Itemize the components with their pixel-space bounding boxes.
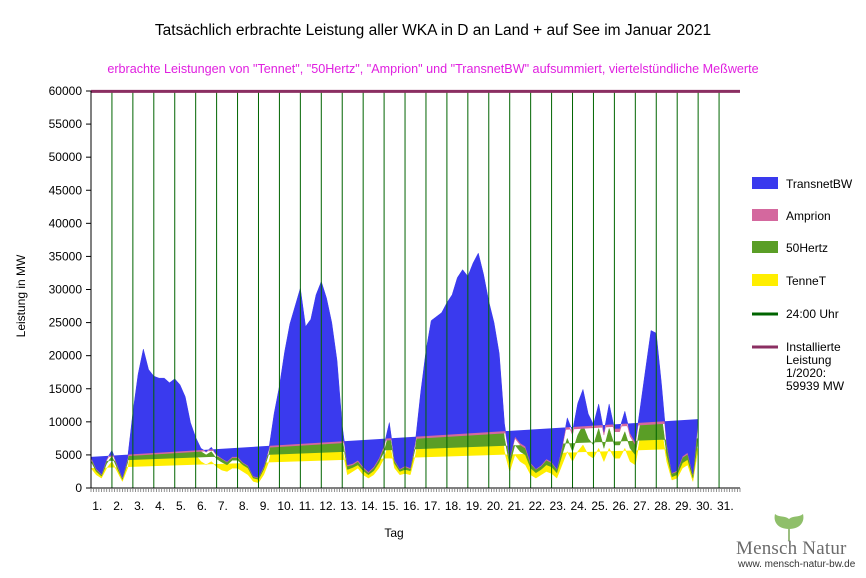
stacked-areas — [90, 252, 699, 483]
x-tick-label: 25. — [591, 499, 608, 513]
x-tick-label: 28. — [654, 499, 671, 513]
chart-subtitle: erbrachte Leistungen von "Tennet", "50He… — [107, 62, 758, 76]
y-axis-label: Leistung in MW — [14, 254, 28, 337]
legend-swatch — [752, 241, 778, 253]
x-axis-label: Tag — [384, 526, 403, 540]
legend-label: Leistung — [786, 353, 831, 367]
x-tick-label: 6. — [197, 499, 207, 513]
legend-swatch — [752, 177, 778, 189]
x-tick-label: 13. — [340, 499, 357, 513]
x-tick-label: 1. — [92, 499, 102, 513]
y-tick-label: 30000 — [49, 283, 83, 297]
legend-label: TenneT — [786, 274, 827, 288]
chart-title: Tatsächlich erbrachte Leistung aller WKA… — [155, 22, 711, 39]
legend-label: Amprion — [786, 209, 831, 223]
x-tick-label: 8. — [239, 499, 249, 513]
x-tick-label: 29. — [675, 499, 692, 513]
y-tick-label: 55000 — [49, 117, 83, 131]
legend-label: 24:00 Uhr — [786, 307, 839, 321]
y-tick-label: 5000 — [55, 448, 82, 462]
y-tick-label: 45000 — [49, 183, 83, 197]
x-tick-label: 18. — [445, 499, 462, 513]
x-tick-label: 7. — [218, 499, 228, 513]
y-tick-label: 10000 — [49, 415, 83, 429]
x-tick-label: 22. — [529, 499, 546, 513]
legend-label: 1/2020: — [786, 366, 826, 380]
x-tick-label: 31. — [717, 499, 734, 513]
x-tick-label: 27. — [633, 499, 650, 513]
x-tick-label: 20. — [487, 499, 504, 513]
x-tick-label: 9. — [260, 499, 270, 513]
legend-swatch — [752, 209, 778, 221]
legend-label: Installierte — [786, 340, 841, 354]
x-tick-label: 10. — [277, 499, 294, 513]
y-tick-label: 35000 — [49, 249, 83, 263]
legend: TransnetBW Amprion 50Hertz TenneT 24:00 Uhr I… — [752, 177, 853, 393]
x-tick-label: 4. — [155, 499, 165, 513]
legend-label: 50Hertz — [786, 241, 828, 255]
x-tick-label: 12. — [319, 499, 336, 513]
brand-url: www. mensch-natur-bw.de — [738, 559, 856, 570]
x-tick-label: 24. — [570, 499, 587, 513]
brand-name: Mensch Natur — [736, 538, 847, 559]
y-tick-label: 40000 — [49, 216, 83, 230]
x-tick-label: 14. — [361, 499, 378, 513]
x-tick-label: 15. — [382, 499, 399, 513]
x-tick-label: 26. — [612, 499, 629, 513]
x-tick-label: 3. — [134, 499, 144, 513]
y-tick-label: 60000 — [49, 84, 83, 98]
x-tick-label: 30. — [696, 499, 713, 513]
axes: 0 5000 10000 15000 20000 25000 30000 35000 40000… — [49, 84, 741, 513]
x-tick-label: 11. — [299, 499, 315, 513]
x-tick-label: 5. — [176, 499, 186, 513]
area-transnetbw — [90, 252, 699, 479]
y-tick-label: 0 — [75, 481, 82, 495]
x-tick-label: 19. — [466, 499, 483, 513]
x-tick-label: 23. — [550, 499, 567, 513]
x-tick-label: 2. — [113, 499, 123, 513]
legend-label: 59939 MW — [786, 379, 845, 393]
y-tick-label: 50000 — [49, 150, 83, 164]
legend-swatch — [752, 274, 778, 286]
y-tick-label: 25000 — [49, 316, 83, 330]
day-boundary-lines — [91, 89, 740, 488]
brand-logo: Mensch Natur www. mensch-natur-bw.de — [736, 512, 864, 572]
ginkgo-leaf-icon — [774, 514, 804, 541]
x-tick-label: 17. — [424, 499, 441, 513]
x-tick-label: 16. — [403, 499, 420, 513]
x-tick-label: 21. — [508, 499, 525, 513]
y-tick-label: 15000 — [49, 382, 83, 396]
y-tick-label: 20000 — [49, 349, 83, 363]
legend-label: TransnetBW — [786, 177, 853, 191]
